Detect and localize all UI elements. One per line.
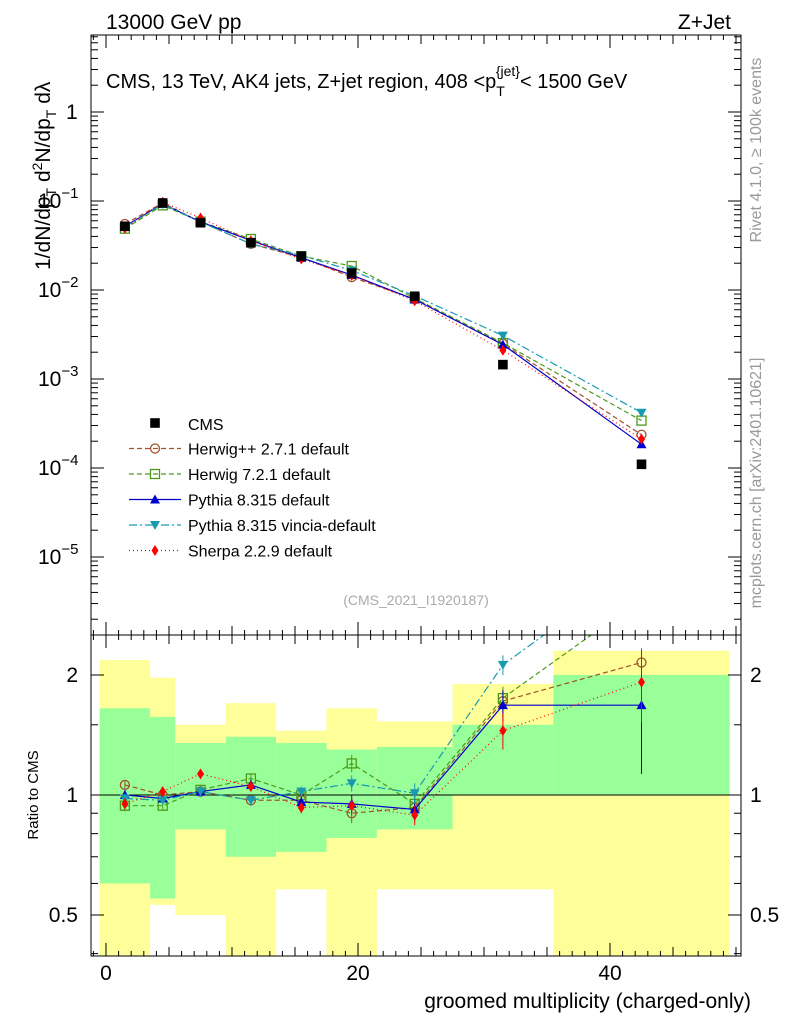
ratio-panel: 0 20 40 0.5 0.5 1 1 2 2	[49, 560, 779, 985]
main-panel: 10−5 10−4 10−3 10−2 10−1 1	[38, 34, 742, 636]
legend-label-2: Herwig 7.2.1 default	[188, 467, 331, 484]
legend-label-cms: CMS	[188, 417, 224, 434]
ratio-tick-label: 0.5	[49, 904, 78, 927]
series-5-ratio-point	[638, 676, 645, 688]
ratio-tick-label-right: 0.5	[750, 904, 779, 927]
legend: CMS Herwig++ 2.7.1 default Herwig 7.2.1 de…	[129, 417, 376, 561]
y-tick-label: 10−3	[38, 363, 78, 391]
series-4-ratio-point	[346, 779, 357, 789]
series-1-main-line	[124, 202, 642, 436]
legend-label-1: Herwig++ 2.7.1 default	[188, 442, 350, 459]
series-5-main-point	[638, 433, 645, 445]
title-sub: T	[496, 83, 505, 99]
series-4-ratio-point	[157, 796, 168, 806]
ratio-tick-label-right: 2	[750, 664, 762, 687]
x-tick-label: 20	[346, 962, 369, 985]
cms-data-point	[120, 221, 130, 232]
cms-data-point	[636, 459, 647, 470]
ratio-tick-label-right: 1	[750, 784, 762, 807]
x-tick-label: 0	[100, 962, 112, 985]
series-4-ratio-point	[195, 787, 206, 797]
header-energy: 13000 GeV pp	[106, 11, 241, 34]
y-tick-label: 1	[66, 101, 78, 124]
mcplots-label: mcplots.cern.ch [arXiv:2401.10621]	[748, 358, 765, 609]
ratio-tick-label: 2	[66, 664, 78, 687]
y-tick-label: 10−4	[38, 452, 78, 480]
cms-data-point	[195, 217, 206, 228]
series-5-ratio-point	[247, 781, 255, 793]
main-ylabel: 1/dN/dpT d2N/dpT dλ	[29, 81, 59, 270]
series-2-ratio-line	[124, 635, 593, 807]
main-ylabel-text: 1/dN/dpT d2N/dpT dλ	[29, 81, 59, 270]
series-5-ratio-point	[411, 809, 419, 821]
series-3-main-point	[497, 339, 508, 349]
title-sup: {jet}	[496, 63, 520, 79]
analysis-watermark: (CMS_2021_I1920187)	[343, 592, 489, 608]
y-tick-label: 10−1	[38, 185, 78, 213]
series-5-ratio-point	[159, 786, 167, 798]
series-5-ratio-point	[348, 800, 356, 812]
rivet-label: Rivet 4.1.0, ≥ 100k events	[748, 58, 765, 243]
cms-data-point	[498, 359, 508, 370]
legend-marker-5	[151, 545, 159, 556]
series-5-ratio-point	[297, 802, 305, 814]
x-axis-label: groomed multiplicity (charged-only)	[424, 990, 751, 1013]
series-3-main-line	[124, 203, 642, 445]
title-suffix: < 1500 GeV	[520, 71, 628, 93]
legend-marker-4	[150, 521, 160, 530]
y-tick-label: 10−5	[38, 541, 78, 569]
series-2-ratio-point	[346, 758, 357, 769]
ratio-ylabel: Ratio to CMS	[25, 750, 42, 839]
series-4-ratio-point	[637, 560, 647, 569]
series-5-main-point	[499, 344, 507, 356]
cms-data-point	[409, 291, 420, 302]
series-4-main-line	[124, 203, 642, 414]
series-5-main-line	[124, 201, 642, 440]
title-prefix: CMS, 13 TeV, AK4 jets, Z+jet region, 408…	[106, 71, 496, 93]
series-1-ratio-point	[119, 779, 131, 791]
legend-marker-3	[150, 494, 160, 504]
legend-label-5: Sherpa 2.2.9 default	[188, 544, 333, 561]
y-tick-label: 10−2	[38, 274, 78, 302]
series-5-ratio-point	[197, 768, 204, 780]
legend-marker-1	[149, 443, 161, 454]
series-4-ratio-point	[409, 789, 420, 799]
cms-data-point	[296, 251, 307, 261]
series-3-ratio-point	[296, 797, 307, 807]
series-4-main-point	[497, 331, 508, 341]
series-5-ratio-point	[499, 725, 507, 737]
series-4-main-point	[636, 408, 647, 418]
header-process: Z+Jet	[678, 11, 731, 34]
series-4-ratio-point	[497, 660, 508, 670]
legend-label-4: Pythia 8.315 vincia-default	[188, 518, 376, 535]
x-tick-label: 40	[598, 962, 621, 985]
series-4-ratio-point	[296, 787, 307, 797]
series-5-ratio-point	[121, 798, 129, 810]
series-3-ratio-point	[497, 700, 508, 710]
cms-data-point	[157, 198, 168, 208]
cms-data-point	[346, 268, 357, 278]
legend-marker-2	[149, 468, 161, 480]
legend-label-3: Pythia 8.315 default	[188, 493, 330, 510]
series-2-ratio-point	[637, 595, 646, 604]
cms-data-point	[246, 237, 256, 248]
series-4-ratio-point	[245, 796, 256, 806]
chart-title: CMS, 13 TeV, AK4 jets, Z+jet region, 408…	[106, 63, 628, 99]
legend-marker-cms	[150, 418, 160, 428]
ratio-tick-label: 1	[66, 784, 78, 807]
